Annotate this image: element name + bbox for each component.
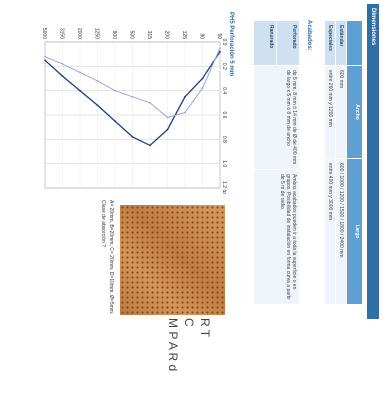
panel-caption-line: Clase de absorción ?	[100, 200, 106, 247]
data-point	[96, 80, 99, 82]
side-letter: T	[198, 329, 212, 338]
x-tick-label: 1250	[94, 28, 100, 39]
x-tick-label: 3150	[59, 28, 65, 39]
x-tick-label: 200	[164, 31, 170, 40]
data-point	[131, 135, 134, 138]
header-cell-ancho: Ancho	[346, 65, 363, 159]
x-tick-label: 50	[216, 33, 222, 39]
side-letter: C	[182, 318, 196, 327]
row-label-especiales: Especiales	[324, 20, 336, 66]
data-point	[44, 55, 46, 58]
side-letter: R	[166, 352, 180, 362]
side-letter: R	[198, 318, 212, 327]
cell-estandar-ancho: 600 mm	[335, 65, 347, 159]
data-point	[79, 89, 81, 92]
finishes-title: Acabados:	[306, 20, 312, 51]
dimensions-table: Ancho Largo Estándar 600 mm 600 / 1000 /…	[324, 20, 363, 305]
row-label-ranurado: Ranurado	[253, 20, 277, 66]
cell-especiales-largo: entre 400 mm y 3000 mm	[324, 158, 336, 305]
data-point	[184, 111, 186, 114]
data-point	[166, 116, 169, 119]
cell-especiales-ancho: entre 260 mm y 1200 mm	[324, 65, 336, 159]
data-point	[44, 59, 46, 62]
y-tick-label: 0.6	[221, 112, 227, 119]
data-point	[149, 144, 151, 147]
table-header-row: Ancho Largo	[346, 20, 363, 305]
table-row: Perforado de 5 mm, 8 mm ó 14 mm de Ø de …	[253, 20, 300, 305]
section-title: Dimensiones	[367, 4, 379, 319]
data-point	[131, 95, 134, 98]
data-point	[219, 47, 221, 49]
header-cell-empty	[346, 20, 363, 66]
perforated-panel-image	[120, 205, 225, 315]
x-tick-label: 500	[129, 31, 135, 40]
data-point	[166, 128, 169, 131]
table-row: Especiales entre 260 mm y 1200 mm entre …	[324, 20, 336, 305]
absorption-chart: PH5 Perforación 5 mm 0.0 0.2 0.4 0.6 0.8 1.0 1…	[41, 12, 234, 194]
panel-caption: A= 20mm, B=20mm, C= 20mm, D=10mm, Ø=5mm.…	[99, 200, 115, 330]
data-point	[61, 75, 64, 77]
y-tick-label: 1.2 αs	[221, 181, 227, 194]
panel-caption-line: A= 20mm, B=20mm, C= 20mm, D=10mm, Ø=5mm.	[108, 200, 114, 315]
side-letters: R T C M P A R d	[165, 318, 213, 394]
data-point	[79, 71, 81, 74]
x-tick-label: 125	[181, 31, 187, 40]
data-point	[149, 101, 151, 104]
side-letter: A	[166, 341, 180, 350]
table-row: Estándar 600 mm 600 / 1000 / 1200 / 1500…	[335, 20, 347, 305]
side-letter: d	[166, 364, 180, 372]
y-tick-label: 0.8	[221, 136, 227, 143]
finish-description: de 5 mm, 8 mm ó 14 mm de Ø de 400 mm de …	[253, 65, 300, 170]
data-point	[61, 63, 64, 65]
x-tick-label: 80	[199, 33, 205, 39]
data-point	[114, 120, 116, 122]
x-tick-label: 5000	[41, 28, 47, 39]
y-tick-label: 0.2	[221, 63, 227, 70]
finishes-table: Perforado de 5 mm, 8 mm ó 14 mm de Ø de …	[253, 20, 300, 305]
y-tick-label: 1.0	[221, 160, 227, 167]
header-cell-largo: Largo	[346, 158, 363, 305]
row-label-estandar: Estándar	[335, 20, 347, 66]
y-tick-label: 0.0	[221, 39, 227, 46]
finish-notes: Ambos acabados pueden ir a toda la super…	[253, 169, 300, 305]
x-tick-label: 2000	[76, 28, 82, 39]
chart-title: PH5 Perforación 5 mm	[228, 12, 234, 76]
x-tick-label: 315	[146, 31, 152, 40]
data-point	[219, 50, 221, 53]
y-tick-label: 0.4	[221, 87, 227, 94]
chart-plot-area: 0.0 0.2 0.4 0.6 0.8 1.0 1.2 αs 50 80 125 200 315 500…	[41, 28, 227, 194]
side-letter: M	[166, 318, 180, 328]
data-point	[201, 77, 204, 80]
x-tick-label: 800	[111, 31, 117, 40]
side-letter: P	[166, 331, 180, 340]
cell-estandar-largo: 600 / 1000 / 1200 / 1500 / 1800 / 2400 m…	[335, 158, 347, 305]
data-point	[96, 104, 99, 107]
row-label-perforado: Perforado	[276, 20, 300, 66]
data-point	[201, 87, 204, 90]
data-point	[184, 95, 186, 98]
data-point	[114, 89, 116, 92]
